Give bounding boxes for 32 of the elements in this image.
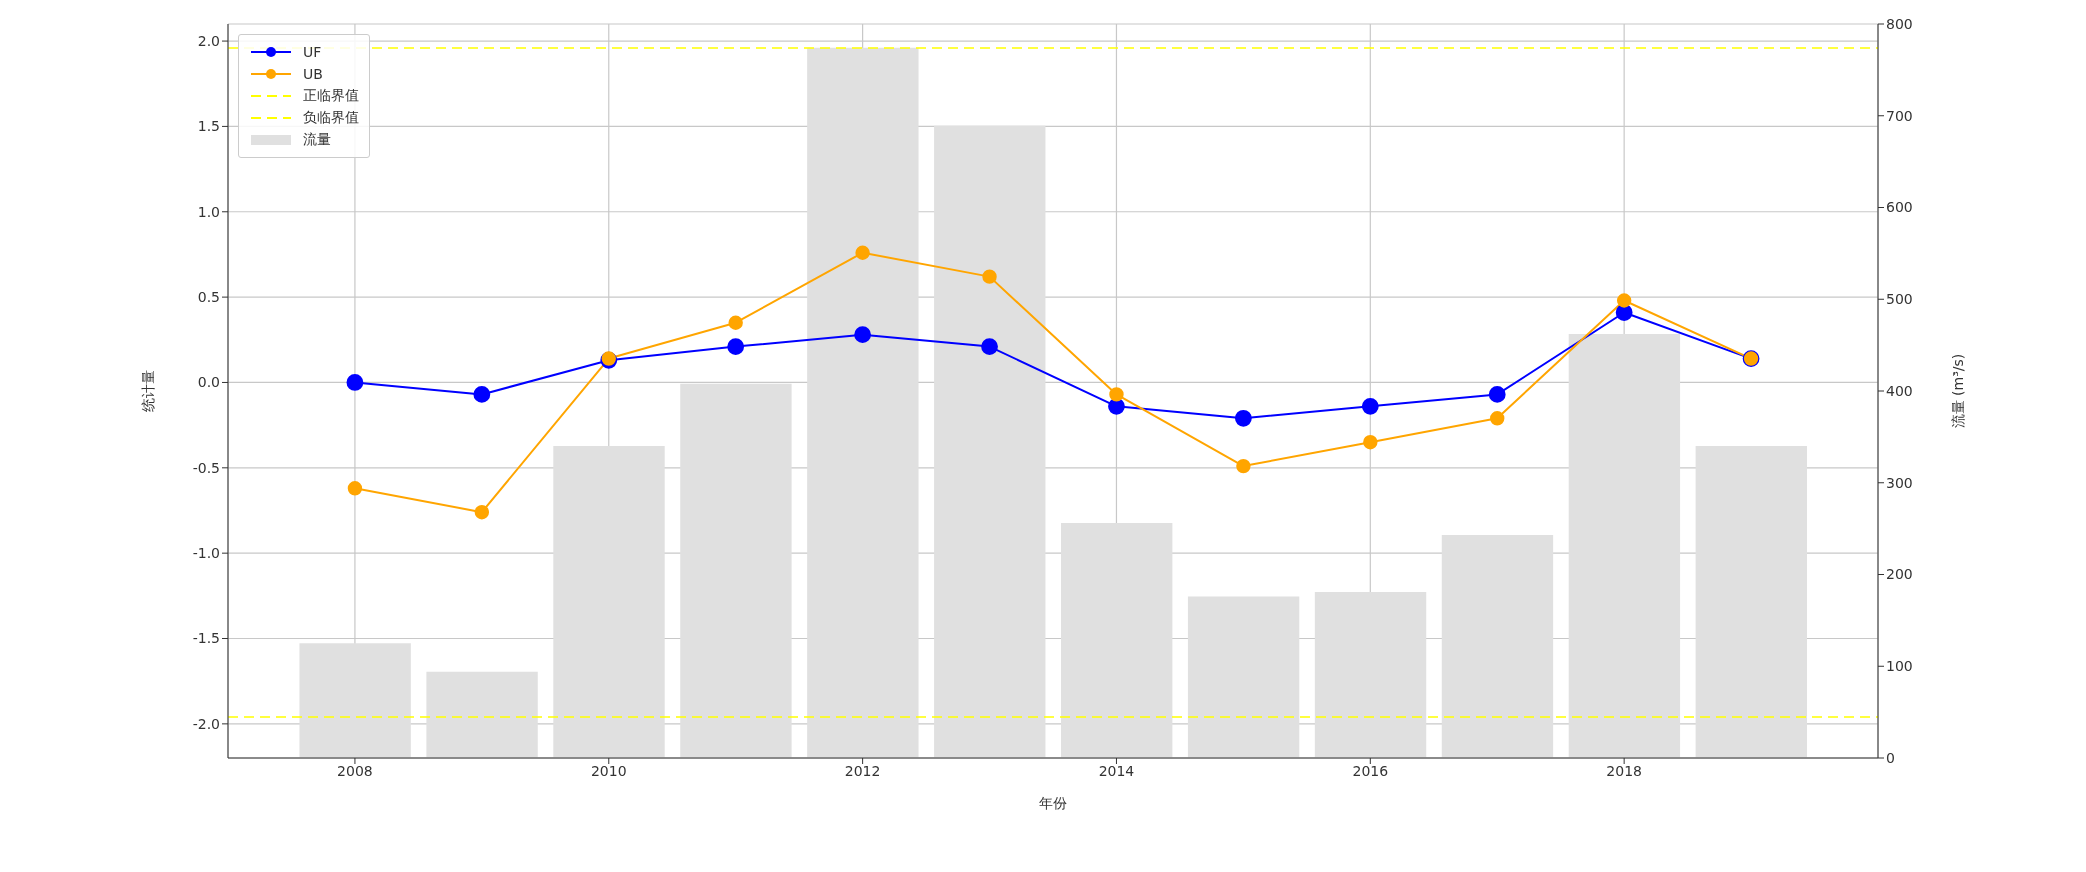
y-tick-label: -1.0 xyxy=(192,545,220,562)
legend-label: 负临界值 xyxy=(303,109,359,127)
y-tick-label: 2.0 xyxy=(197,33,220,50)
x-tick-label: 2018 xyxy=(1606,762,1642,779)
legend-label: UF xyxy=(303,44,322,60)
y2-tick-label: 500 xyxy=(1886,291,1913,308)
y-tick-label: 0.5 xyxy=(197,289,220,306)
y2-tick-label: 200 xyxy=(1886,566,1913,583)
x-tick-label: 2008 xyxy=(337,762,373,779)
y2-tick-label: 300 xyxy=(1886,474,1913,491)
x-tick-label: 2014 xyxy=(1098,762,1135,779)
y-tick-label: -1.5 xyxy=(192,630,220,647)
x-tick-label: 2010 xyxy=(590,762,627,779)
legend-label: UB xyxy=(303,66,323,82)
y-axis-title: 统计量 xyxy=(139,370,156,412)
y2-tick-label: 700 xyxy=(1886,107,1913,124)
x-tick-label: 2012 xyxy=(844,762,881,779)
x-axis-title: 年份 xyxy=(1039,795,1067,811)
y2-tick-label: 100 xyxy=(1886,658,1913,675)
y-tick-label: 1.0 xyxy=(197,203,220,220)
x-tick-label: 2016 xyxy=(1352,762,1389,779)
y-tick-label: 1.5 xyxy=(197,118,220,135)
y-tick-label: -0.5 xyxy=(192,459,220,476)
y-tick-label: -2.0 xyxy=(192,715,220,732)
y2-tick-label: 800 xyxy=(1886,15,1913,32)
y2-tick-label: 0 xyxy=(1886,749,1895,766)
y2-axis-title: 流量 (m³/s) xyxy=(1949,353,1966,429)
legend-label: 正临界值 xyxy=(303,87,359,105)
y-tick-label: 0.0 xyxy=(197,374,220,391)
legend-label: 流量 xyxy=(303,131,331,149)
y2-tick-label: 600 xyxy=(1886,199,1913,216)
y2-tick-label: 400 xyxy=(1886,382,1913,399)
